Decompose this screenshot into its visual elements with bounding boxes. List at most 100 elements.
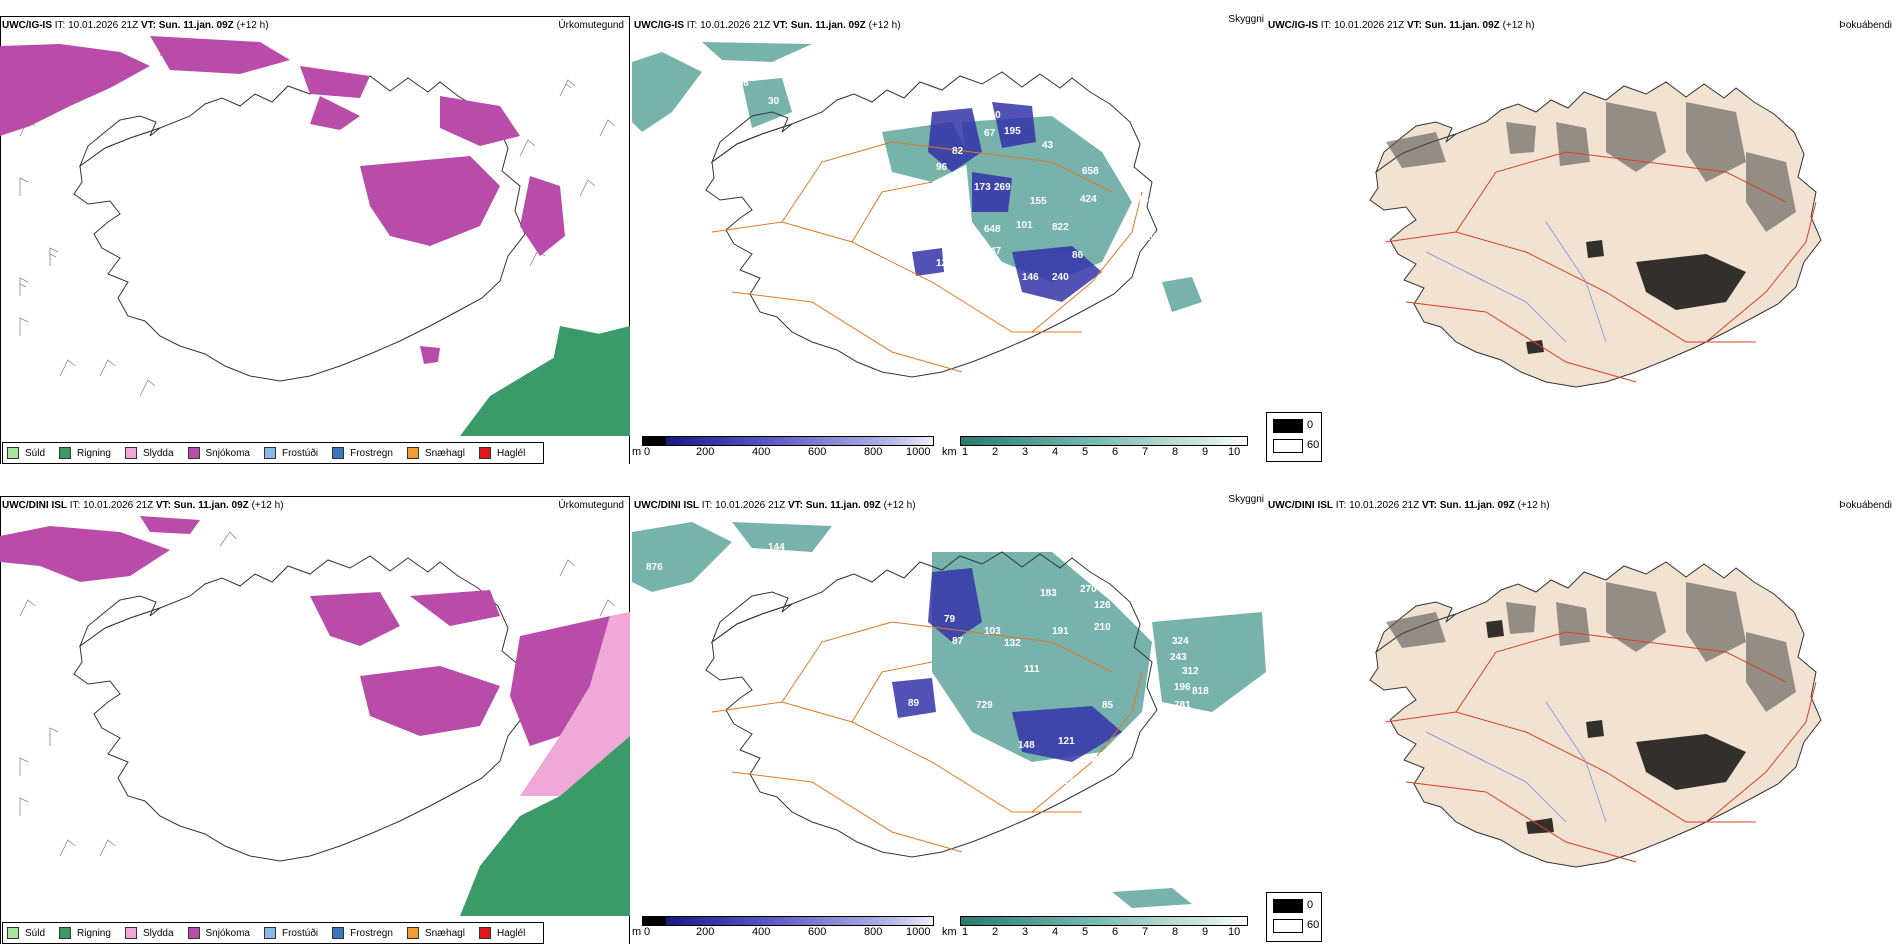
lead-time: (+12 h) [1502,20,1535,31]
svg-text:129: 129 [740,582,757,593]
precip-frame [0,16,630,464]
svg-text:986: 986 [732,78,749,89]
svg-text:67: 67 [984,128,996,139]
vis-tick: 3 [1022,446,1029,458]
fog-rivers [1425,221,1607,343]
panel-header: UWC/DINI ISL IT: 10.01.2026 21Z VT: Sun.… [1268,500,1550,511]
vt-value: Sun. 11.jan. 09Z [173,500,249,511]
fog-swatch [1273,899,1303,913]
vis-tick: 4 [1052,446,1059,458]
ceiling-blue-areas [892,568,1122,762]
panel-header: UWC/IG-IS IT: 10.01.2026 21Z VT: Sun. 11… [1268,20,1535,31]
vis-tick: 8 [1172,926,1179,938]
vis-tick: 7 [1142,446,1149,458]
it-value: 10.01.2026 21Z [1349,500,1420,511]
precip-legend: Súld Rigning Slydda Snjókoma Frostúði Fr… [2,442,545,464]
ceiling-tick: 600 [808,926,827,938]
ceiling-tick: 1000 [906,446,931,458]
svg-text:270: 270 [1080,584,1097,595]
ceiling-bar-fill [642,436,934,446]
svg-text:86: 86 [1072,250,1084,261]
ceiling-tick: 400 [752,446,771,458]
svg-text:781: 781 [1174,700,1191,711]
legend-item: Rigning [59,447,111,459]
svg-text:147: 147 [982,274,999,285]
it-value: 10.01.2026 21Z [83,500,154,511]
ceiling-bar-fill [642,916,934,926]
fog-panel-row1: UWC/IG-IS IT: 10.01.2026 21Z VT: Sun. 11… [1266,12,1900,464]
it-label: IT: [686,20,698,31]
ceiling-tick: 800 [864,446,883,458]
precip-legend: Súld Rigning Slydda Snjókoma Frostúði Fr… [2,922,545,944]
fog-label: 0 [1307,419,1314,431]
panel-title: Skyggni [1228,494,1264,505]
legend-item: Snjókoma [187,447,250,459]
vt-label: VT: [155,500,171,511]
ceiling-tick: 1000 [906,926,931,938]
svg-text:79: 79 [944,614,956,625]
fog-panel-row2: UWC/DINI ISL IT: 10.01.2026 21Z VT: Sun.… [1266,492,1900,944]
vis-tick: 2 [992,926,999,938]
it-value: 10.01.2026 21Z [1334,20,1405,31]
svg-text:126: 126 [1094,600,1111,611]
svg-text:818: 818 [1192,686,1209,697]
vis-tick: 5 [1082,446,1089,458]
fog-legend: 0 60 [1266,412,1322,462]
rain-areas [460,736,630,916]
fog-map [1369,81,1822,388]
svg-text:822: 822 [1052,222,1069,233]
ceiling-tick: 200 [696,446,715,458]
fog-dark-areas [1526,240,1746,354]
vis-teal-areas [632,42,1202,312]
precip-map [0,36,630,436]
svg-text:196: 196 [1174,682,1191,693]
vis-tick: 8 [1172,446,1179,458]
lead-time: (+12 h) [883,500,916,511]
panel-title: Úrkomutegund [558,20,624,31]
it-label: IT: [1335,500,1347,511]
vt-value: Sun. 11.jan. 09Z [1439,500,1515,511]
legend-item: Haglél [478,927,525,939]
vis-tick: 1 [962,446,969,458]
svg-text:146: 146 [1022,272,1039,283]
svg-text:324: 324 [1172,636,1189,647]
svg-text:729: 729 [976,700,993,711]
precip-panel-row1: UWC/IG-IS IT: 10.01.2026 21Z VT: Sun. 11… [0,12,632,464]
legend-item: Frostregn [332,447,393,459]
vis-tick: 3 [1022,926,1029,938]
roads [711,141,1143,373]
panel-title: Skyggni [1228,14,1264,25]
svg-text:128: 128 [1062,776,1079,787]
svg-text:876: 876 [646,562,663,573]
legend-item: Slydda [124,927,174,939]
it-value: 10.01.2026 21Z [68,20,139,31]
vis-tick: 6 [1112,446,1119,458]
model-name: UWC/DINI ISL [634,500,699,511]
svg-text:87: 87 [952,636,964,647]
ceiling-labels: 876 144 306 129 183 270 79 87 103 132 19… [646,542,1209,787]
legend-item: Snjókoma [187,927,250,939]
vis-unit: km [942,926,957,938]
svg-text:173: 173 [974,182,991,193]
svg-text:144: 144 [768,542,785,553]
panel-title: Úrkomutegund [558,500,624,511]
svg-text:306: 306 [788,566,805,577]
svg-text:210: 210 [1094,622,1111,633]
panel-header: UWC/IG-IS IT: 10.01.2026 21Z VT: Sun. 11… [2,20,269,31]
visibility-colorbar: km 1 2 3 4 5 6 7 8 9 10 [942,436,1248,462]
ceiling-tick: 0 [644,446,651,458]
fog-roads [1385,151,1817,383]
ceiling-tick: 200 [696,926,715,938]
rain-areas [460,326,630,436]
ceiling-unit: m [632,446,642,458]
fog-gray-areas [1386,102,1796,232]
fog-gray-areas [1386,582,1796,712]
ceiling-colorbar: m 0 200 400 600 800 1000 [632,916,934,942]
it-label: IT: [69,500,81,511]
visibility-map: 986 30 240 67 195 82 96 43 173 269 658 1… [632,42,1202,378]
vis-unit: km [942,446,957,458]
svg-text:269: 269 [994,182,1011,193]
panel-header: UWC/DINI ISL IT: 10.01.2026 21Z VT: Sun.… [634,500,916,511]
legend-item: Haglél [478,447,525,459]
legend-item: Súld [7,447,45,459]
